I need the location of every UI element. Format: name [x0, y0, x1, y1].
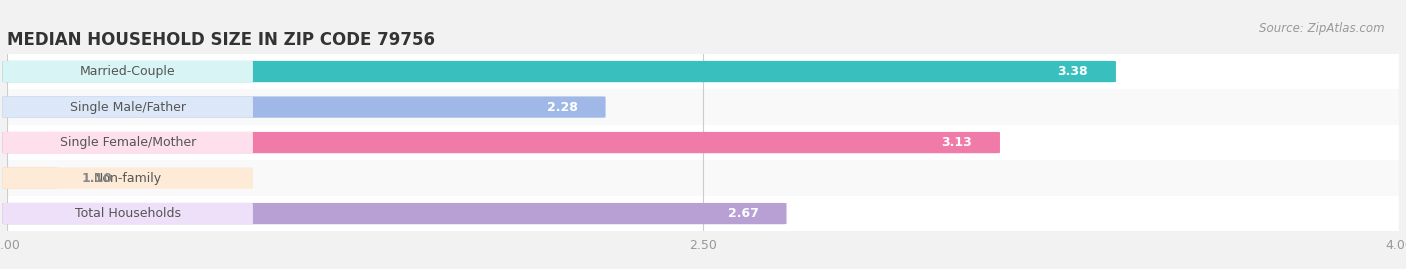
Text: Single Male/Father: Single Male/Father	[70, 101, 186, 114]
Text: MEDIAN HOUSEHOLD SIZE IN ZIP CODE 79756: MEDIAN HOUSEHOLD SIZE IN ZIP CODE 79756	[7, 31, 434, 49]
Bar	[7, 54, 1399, 89]
Bar	[7, 196, 1399, 231]
Text: Non-family: Non-family	[94, 172, 162, 185]
Bar	[7, 89, 1399, 125]
FancyBboxPatch shape	[3, 167, 253, 189]
FancyBboxPatch shape	[3, 61, 1116, 82]
Text: Married-Couple: Married-Couple	[80, 65, 176, 78]
Text: Source: ZipAtlas.com: Source: ZipAtlas.com	[1260, 22, 1385, 34]
Text: 2.28: 2.28	[547, 101, 578, 114]
FancyBboxPatch shape	[3, 61, 253, 82]
Bar	[7, 160, 1399, 196]
FancyBboxPatch shape	[3, 132, 1000, 153]
Text: 1.10: 1.10	[82, 172, 112, 185]
Text: 3.13: 3.13	[942, 136, 972, 149]
FancyBboxPatch shape	[3, 96, 606, 118]
Text: Total Households: Total Households	[75, 207, 180, 220]
FancyBboxPatch shape	[3, 96, 253, 118]
FancyBboxPatch shape	[3, 132, 253, 153]
Text: 3.38: 3.38	[1057, 65, 1088, 78]
FancyBboxPatch shape	[3, 203, 253, 224]
FancyBboxPatch shape	[3, 167, 58, 189]
Text: 2.67: 2.67	[728, 207, 759, 220]
Bar	[7, 125, 1399, 160]
FancyBboxPatch shape	[3, 203, 786, 224]
Text: Single Female/Mother: Single Female/Mother	[59, 136, 195, 149]
